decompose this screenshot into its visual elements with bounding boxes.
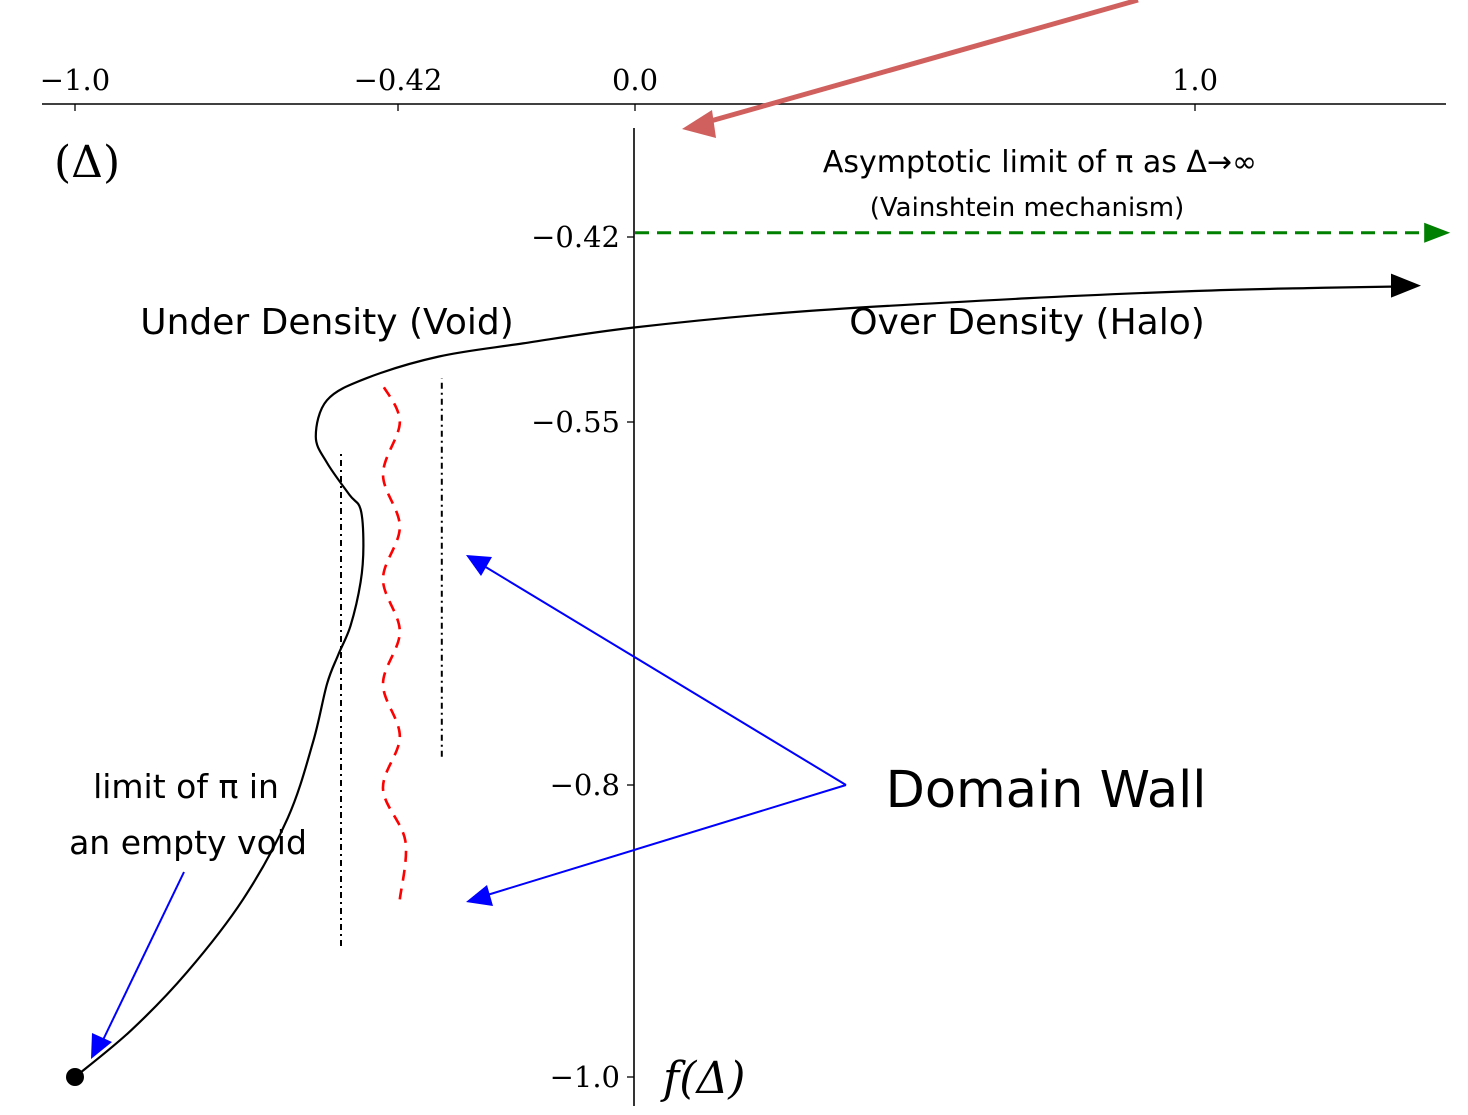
x-axis-ticks: −1.0 −0.42 0.0 1.0 — [40, 63, 1218, 111]
domain-wall-arrow-upper — [483, 565, 847, 786]
y-tick-label: −1.0 — [550, 1060, 620, 1094]
asymptote-arrowhead — [1424, 222, 1451, 243]
y-tick-label: −0.55 — [531, 405, 620, 439]
y-tick-label: −0.8 — [550, 768, 620, 802]
void-limit-sublabel: an empty void — [69, 823, 307, 862]
curve-arrowhead — [1391, 273, 1421, 298]
void-limit-point — [66, 1068, 84, 1086]
domain-wall-label: Domain Wall — [886, 761, 1207, 820]
annotation-arrows — [91, 0, 1139, 1059]
red-annotation-arrow — [699, 0, 1139, 127]
asymptote-label: Asymptotic limit of π as Δ→∞ — [823, 145, 1257, 180]
series-layer — [74, 231, 1431, 1078]
x-tick-label: −1.0 — [40, 63, 110, 97]
domain-wall-arrow-lower — [483, 784, 847, 897]
series-line-dashed-red — [381, 384, 408, 900]
region-label-halo: Over Density (Halo) — [849, 302, 1205, 343]
series-line-solid-black — [74, 285, 1392, 1078]
void-limit-label: limit of π in — [93, 767, 279, 806]
x-tick-label: −0.42 — [354, 63, 443, 97]
x-tick-label: 1.0 — [1172, 63, 1218, 97]
y-axis-ticks: −0.42 −0.55 −0.8 −1.0 — [531, 220, 634, 1094]
y-tick-label: −0.42 — [531, 220, 620, 254]
y-axis-label: f(Δ) — [660, 1053, 745, 1104]
asymptote-sublabel: (Vainshtein mechanism) — [870, 193, 1184, 223]
void-limit-arrowhead — [91, 1033, 112, 1059]
domain-wall-arrowhead-upper — [466, 555, 492, 576]
region-label-void: Under Density (Void) — [140, 302, 514, 343]
red-arrowhead — [682, 110, 716, 138]
x-axis-label: (Δ) — [54, 137, 120, 188]
void-limit-arrow — [102, 871, 185, 1041]
domain-wall-arrowhead-lower — [466, 885, 493, 906]
x-tick-label: 0.0 — [612, 63, 658, 97]
